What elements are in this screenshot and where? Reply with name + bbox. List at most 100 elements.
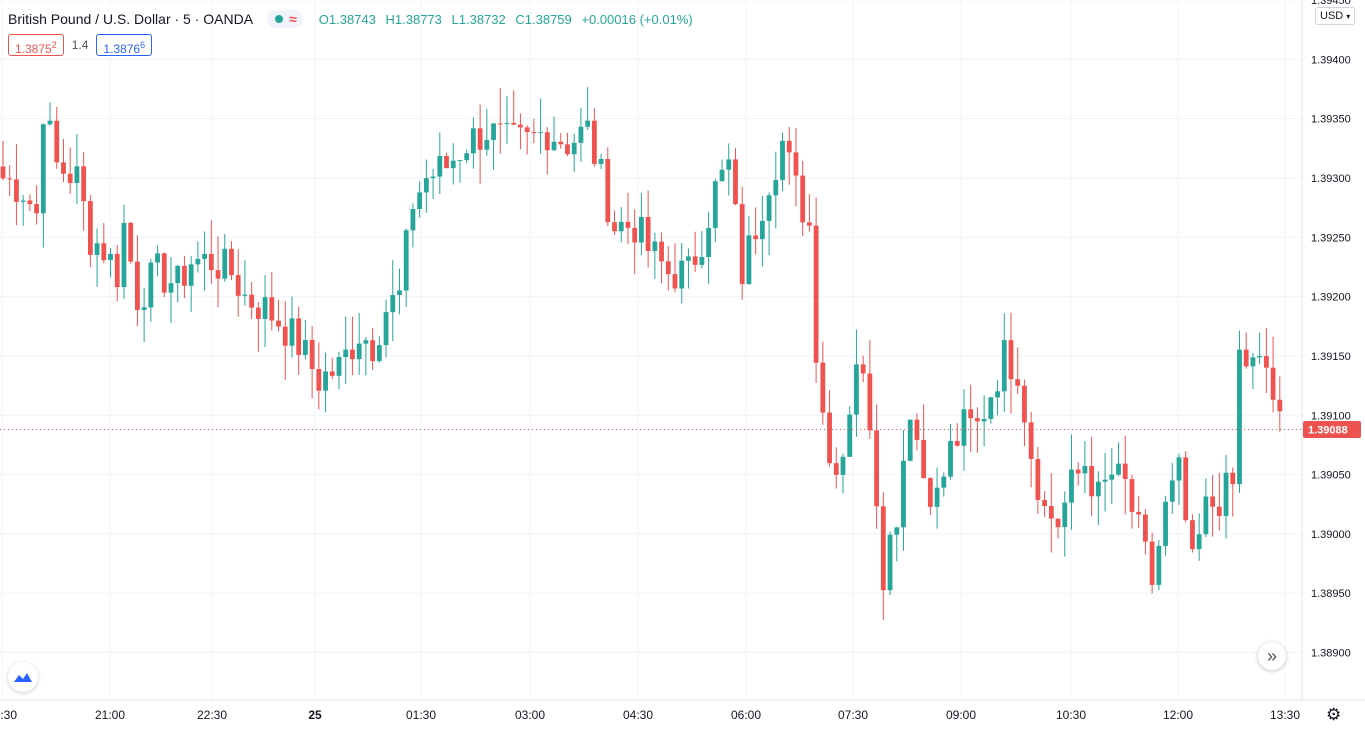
sell-button[interactable]: 1.38752 <box>8 34 64 56</box>
candle <box>813 197 819 384</box>
candle <box>121 204 127 299</box>
candle <box>1048 473 1054 553</box>
candle <box>464 149 470 164</box>
candle <box>175 264 181 303</box>
candle-body <box>141 307 147 311</box>
candle <box>793 127 799 207</box>
candle <box>1022 379 1027 447</box>
candle-body <box>719 169 725 182</box>
candle-body <box>350 349 355 360</box>
candle <box>397 268 402 315</box>
candle-body <box>807 222 812 226</box>
candle-body <box>81 166 87 202</box>
candle-body <box>612 222 617 232</box>
candle <box>1196 513 1202 561</box>
candle <box>1156 539 1162 591</box>
candle <box>1210 475 1215 537</box>
x-tick-label: 03:00 <box>515 708 545 722</box>
candle <box>242 260 248 306</box>
candle <box>968 384 974 452</box>
y-axis-ticks: 1.38900 1.38950 1.39000 1.39050 1.39100 1.391… <box>1311 0 1351 660</box>
candle-body <box>128 222 134 262</box>
market-status[interactable]: ≈ <box>267 10 303 28</box>
candle <box>1008 312 1014 414</box>
candle-body <box>934 487 940 507</box>
candle <box>497 87 503 154</box>
candle <box>524 125 530 155</box>
candle <box>914 413 920 451</box>
candle <box>544 127 550 175</box>
candle <box>403 228 409 307</box>
candle <box>706 211 711 284</box>
candle-body <box>1015 379 1021 386</box>
candle-body <box>47 120 53 125</box>
candle-body <box>168 283 174 293</box>
candle-body <box>1102 479 1108 482</box>
tradingview-logo[interactable] <box>8 662 38 692</box>
candle-body <box>746 235 752 285</box>
candle <box>81 152 87 231</box>
candle-body <box>242 294 248 296</box>
candle-body <box>262 297 268 319</box>
candle <box>215 236 221 308</box>
candle <box>1028 411 1034 488</box>
candle-body <box>114 253 120 288</box>
gear-icon[interactable]: ⚙ <box>1326 705 1342 724</box>
candle-body <box>504 122 510 124</box>
candle <box>202 231 207 291</box>
currency-selector[interactable]: USD ▾ <box>1315 7 1356 25</box>
y-tick-label: 1.39300 <box>1311 173 1351 185</box>
candle-body <box>686 256 691 261</box>
chart-legend: British Pound / U.S. Dollar · 5 · OANDA … <box>8 10 699 28</box>
candle <box>860 355 866 383</box>
candle-body <box>497 123 503 125</box>
scroll-to-realtime-button[interactable]: » <box>1258 642 1286 670</box>
candle <box>148 258 154 322</box>
symbol-title[interactable]: British Pound / U.S. Dollar · 5 · OANDA <box>8 11 254 27</box>
candle-body <box>591 120 597 164</box>
candle-body <box>235 275 241 296</box>
x-tick-label: 10:30 <box>1056 708 1086 722</box>
candle <box>94 228 100 287</box>
candle <box>1042 491 1047 518</box>
candle <box>786 127 792 185</box>
candle <box>880 492 886 621</box>
candle-body <box>645 216 651 251</box>
candle <box>511 90 517 126</box>
candle-body <box>61 162 66 174</box>
candle-body <box>968 409 974 419</box>
candle-body <box>551 141 557 151</box>
buy-button[interactable]: 1.38766 <box>96 34 153 56</box>
candle <box>659 232 664 284</box>
candle-body <box>659 241 664 262</box>
candle-body <box>450 160 456 169</box>
candle <box>645 190 651 268</box>
candle-body <box>961 409 967 446</box>
candle-body <box>565 144 570 155</box>
candle-body <box>444 156 449 169</box>
candle <box>329 357 335 379</box>
candle <box>551 116 557 151</box>
candle <box>7 165 13 197</box>
candle-body <box>457 160 463 162</box>
candle-body <box>376 345 382 362</box>
candle <box>356 312 362 375</box>
y-tick-label: 1.39050 <box>1311 470 1351 482</box>
candle <box>1176 453 1182 505</box>
candle-body <box>329 371 335 376</box>
candle-body <box>491 123 496 141</box>
candle <box>639 192 644 256</box>
candle <box>141 287 147 343</box>
candle <box>249 282 255 320</box>
candle-body <box>1243 349 1249 367</box>
candle <box>34 185 39 225</box>
candle <box>780 132 785 191</box>
candle <box>417 181 423 218</box>
candle <box>282 301 288 380</box>
sell-price-pip: 2 <box>51 40 57 50</box>
currency-label: USD <box>1320 10 1344 22</box>
candle <box>1035 446 1041 514</box>
candle-body <box>679 260 685 289</box>
candle-body <box>7 178 13 180</box>
